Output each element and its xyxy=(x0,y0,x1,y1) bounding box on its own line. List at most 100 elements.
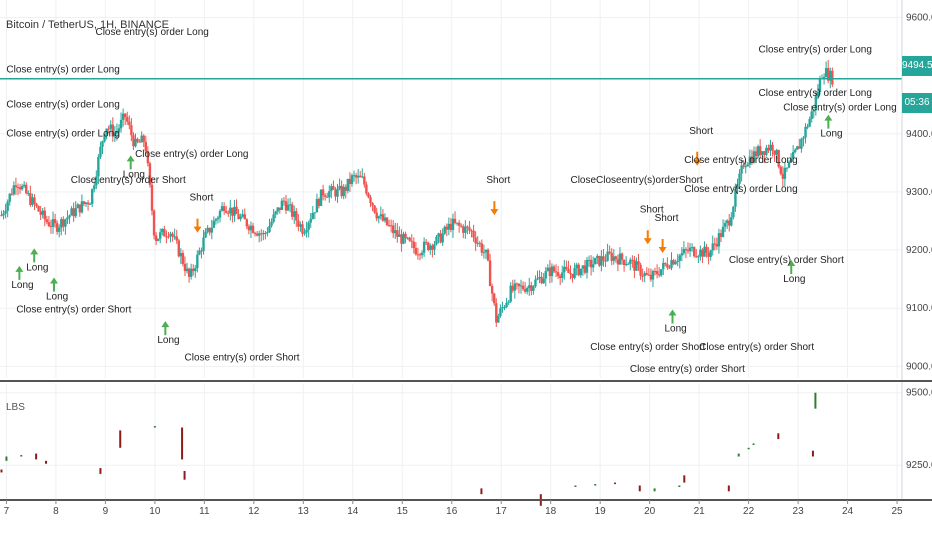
candle-body xyxy=(144,141,147,152)
candle-body xyxy=(367,193,370,198)
candle-body xyxy=(507,301,510,303)
strategy-label: Close entry(s) order Long xyxy=(759,88,872,99)
candle-body xyxy=(468,227,471,231)
candle-body xyxy=(488,260,492,287)
candle-body xyxy=(556,272,560,277)
candle-body xyxy=(389,225,393,227)
candle-body xyxy=(672,260,675,265)
candle-body xyxy=(765,147,768,155)
indicator-bar xyxy=(153,426,156,428)
candle-body xyxy=(66,217,69,220)
strategy-label: Close entry(s) order Short xyxy=(630,364,745,375)
candle-body xyxy=(185,268,189,272)
candle-body xyxy=(181,253,185,264)
price-candles[interactable] xyxy=(0,60,834,327)
candle-body xyxy=(268,225,271,233)
candle-body xyxy=(402,233,405,244)
candle-body xyxy=(490,286,494,294)
candle-body xyxy=(511,285,514,291)
candle-body xyxy=(222,206,226,212)
candle-body xyxy=(579,268,582,276)
candle-body xyxy=(779,166,782,174)
candle-body xyxy=(453,218,457,223)
time-axis[interactable]: 7 8 9 10 11 12 13 14 15 16 17 18 19 20 21 22 23 24 25 xyxy=(0,499,932,517)
candle-body xyxy=(631,259,634,261)
price-scale[interactable]: 9600.00 9400.00 9300.00 9200.00 9100.00 9000.… xyxy=(901,0,932,500)
indicator-bar xyxy=(35,453,38,460)
candle-body xyxy=(581,265,585,269)
candle-body xyxy=(239,216,242,220)
price-tick-label: 9200.00 xyxy=(906,245,932,256)
candle-body xyxy=(74,208,77,217)
strategy-label: Long xyxy=(783,274,805,285)
candle-body xyxy=(340,185,343,197)
indicator-bar xyxy=(119,430,122,448)
indicator-bar xyxy=(653,488,656,492)
candle-body xyxy=(214,219,218,221)
candle-body xyxy=(39,211,42,215)
candle-body xyxy=(791,151,795,159)
candle-body xyxy=(97,156,100,177)
candle-body xyxy=(375,212,378,219)
candle-body xyxy=(424,241,428,243)
candle-body xyxy=(309,218,312,223)
strategy-label: Short xyxy=(190,193,214,204)
candle-body xyxy=(128,121,131,126)
time-tick-label: 18 xyxy=(545,506,557,517)
candle-body xyxy=(257,233,261,236)
candle-body xyxy=(645,273,648,275)
candle-body xyxy=(814,96,818,111)
candle-body xyxy=(624,263,628,266)
candle-body xyxy=(460,225,463,227)
strategy-labels: Close entry(s) order Long Close entry(s) … xyxy=(6,27,896,375)
candle-body xyxy=(284,201,288,211)
candle-body xyxy=(276,207,279,212)
indicator-bar xyxy=(678,485,681,487)
indicator-scale[interactable]: 9500.00 9250.00 xyxy=(906,388,932,472)
indicator-title[interactable]: LBS xyxy=(6,402,25,413)
candle-body xyxy=(594,257,597,265)
candle-body xyxy=(437,233,440,237)
candle-body xyxy=(515,283,519,285)
candle-body xyxy=(82,201,86,205)
symbol-title[interactable]: Bitcoin / TetherUS, 1H, BINANCE xyxy=(6,19,170,31)
time-tick-label: 17 xyxy=(496,506,508,517)
candle-body xyxy=(385,217,389,226)
candle-body xyxy=(464,226,467,233)
candle-body xyxy=(587,259,591,261)
candle-body xyxy=(750,156,754,163)
candle-body xyxy=(307,222,310,230)
current-price-tag: 9494.57 xyxy=(902,56,932,76)
candle-body xyxy=(126,117,129,122)
candle-body xyxy=(728,220,731,226)
candle-body xyxy=(435,236,438,245)
candle-body xyxy=(198,250,201,255)
candle-body xyxy=(212,220,216,228)
candle-body xyxy=(146,151,150,164)
candle-body xyxy=(206,227,209,232)
candle-body xyxy=(204,231,207,238)
candle-body xyxy=(503,307,506,309)
strategy-label: Close entry(s) order Short xyxy=(71,175,186,186)
candle-body xyxy=(251,225,255,233)
candle-body xyxy=(612,256,615,261)
candle-body xyxy=(754,151,758,157)
long-arrow-icon xyxy=(824,114,833,129)
candle-body xyxy=(103,134,106,142)
candle-body xyxy=(53,219,57,224)
candle-body xyxy=(610,252,613,261)
candle-body xyxy=(719,233,723,237)
candle-body xyxy=(441,233,444,243)
candle-body xyxy=(229,207,232,214)
indicator-pane[interactable] xyxy=(0,380,932,506)
candle-body xyxy=(804,126,807,138)
strategy-label: Long xyxy=(157,335,179,346)
candle-body xyxy=(666,264,669,268)
candle-body xyxy=(369,197,372,203)
candle-body xyxy=(35,203,38,207)
candle-body xyxy=(88,203,92,205)
candle-body xyxy=(344,186,347,191)
candle-body xyxy=(330,186,333,192)
price-tick-label: 9100.00 xyxy=(906,303,932,314)
